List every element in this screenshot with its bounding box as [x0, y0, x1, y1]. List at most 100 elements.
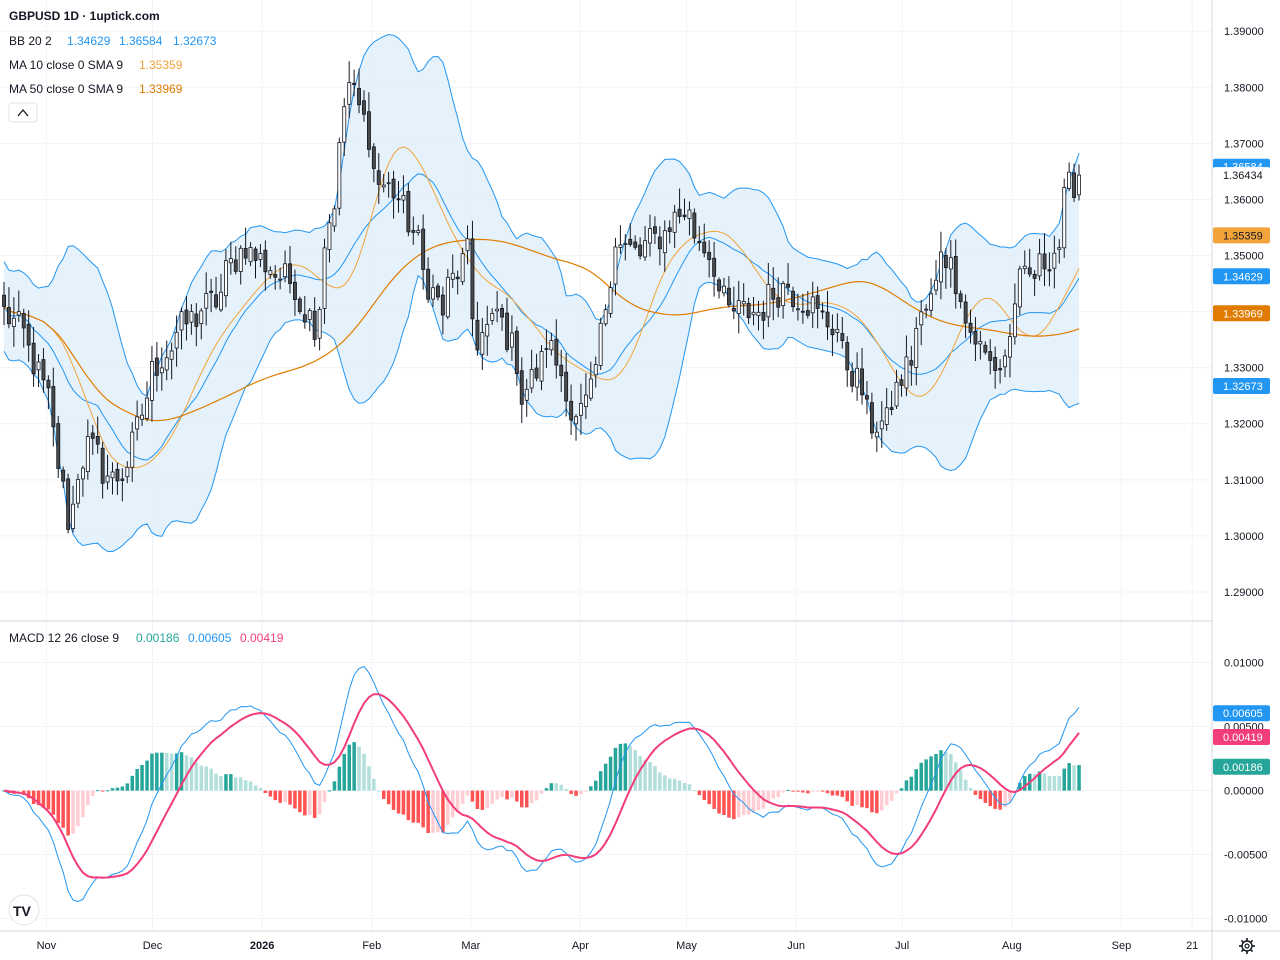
candle[interactable] — [682, 198, 687, 221]
histogram-bar[interactable] — [648, 762, 652, 791]
candle[interactable] — [435, 283, 440, 301]
tradingview-logo[interactable]: TV — [8, 894, 40, 926]
signal-line-tag[interactable]: 0.00419 — [1213, 729, 1270, 745]
time-axis[interactable]: Nov Dec 2026 Feb Mar Apr May Jun Jul Aug Sep 21 — [37, 940, 1199, 952]
candle[interactable] — [1067, 162, 1072, 192]
candle[interactable] — [36, 354, 41, 388]
histogram-bar[interactable] — [1062, 768, 1067, 791]
candle[interactable] — [751, 296, 756, 326]
candle[interactable] — [514, 326, 519, 386]
histogram-bar[interactable] — [342, 753, 347, 791]
candle[interactable] — [850, 362, 855, 393]
histogram-bar[interactable] — [968, 787, 973, 791]
candle[interactable] — [100, 441, 105, 499]
histogram-bar[interactable] — [495, 790, 499, 800]
histogram-bar[interactable] — [875, 790, 879, 814]
candle[interactable] — [934, 260, 938, 296]
candle[interactable] — [56, 415, 61, 478]
candle[interactable] — [983, 341, 988, 355]
histogram-bar[interactable] — [515, 790, 519, 802]
histogram-bar[interactable] — [446, 790, 450, 825]
candle[interactable] — [71, 485, 75, 533]
bb-legend[interactable]: BB 20 2 1.34629 1.36584 1.32673 — [9, 34, 217, 48]
candle[interactable] — [342, 98, 347, 156]
histogram-bar[interactable] — [781, 790, 785, 793]
candle[interactable] — [840, 316, 845, 349]
histogram-bar[interactable] — [1067, 763, 1071, 791]
candle[interactable] — [953, 239, 958, 309]
histogram-bar[interactable] — [204, 766, 209, 791]
histogram-bar[interactable] — [1037, 771, 1042, 791]
histogram-bar[interactable] — [1008, 790, 1012, 802]
candle[interactable] — [505, 297, 509, 353]
histogram-bar[interactable] — [589, 786, 593, 791]
histogram-bar[interactable] — [603, 763, 608, 791]
candle[interactable] — [889, 390, 894, 416]
histogram-bar[interactable] — [436, 790, 440, 833]
histogram-bar[interactable] — [663, 775, 667, 791]
histogram-bar[interactable] — [130, 775, 135, 791]
candle[interactable] — [179, 307, 184, 350]
candle[interactable] — [426, 257, 431, 303]
histogram-bar[interactable] — [485, 790, 490, 808]
candle[interactable] — [1077, 164, 1081, 201]
histogram-bar[interactable] — [870, 790, 874, 813]
candle[interactable] — [209, 278, 214, 313]
histogram-bar[interactable] — [140, 765, 144, 791]
histogram-bar[interactable] — [860, 790, 864, 808]
histogram-bar[interactable] — [480, 790, 485, 810]
candle[interactable] — [815, 286, 820, 329]
candle[interactable] — [534, 353, 539, 382]
histogram-bar[interactable] — [51, 790, 56, 815]
candle[interactable] — [140, 403, 144, 427]
candle[interactable] — [963, 294, 968, 339]
candle[interactable] — [564, 353, 569, 417]
candle[interactable] — [475, 301, 480, 356]
histogram-bar[interactable] — [682, 782, 687, 791]
histogram-bar[interactable] — [115, 787, 120, 791]
histogram-bar[interactable] — [263, 790, 268, 793]
histogram-bar[interactable] — [460, 790, 465, 804]
candle[interactable] — [386, 171, 391, 198]
candle[interactable] — [687, 201, 692, 236]
candle[interactable] — [544, 329, 549, 368]
histogram-bar[interactable] — [840, 790, 845, 797]
candle[interactable] — [263, 240, 268, 291]
histogram-bar[interactable] — [253, 785, 258, 791]
histogram-bar[interactable] — [332, 781, 337, 791]
candle[interactable] — [1047, 252, 1052, 287]
candle[interactable] — [579, 383, 583, 435]
candle[interactable] — [149, 346, 154, 422]
histogram-bar[interactable] — [855, 790, 859, 805]
candle[interactable] — [26, 310, 31, 362]
histogram-bar[interactable] — [367, 766, 371, 791]
histogram-bar[interactable] — [327, 790, 332, 792]
histogram-bar[interactable] — [653, 766, 657, 791]
histogram-bar[interactable] — [150, 753, 154, 791]
histogram-bar[interactable] — [288, 790, 292, 805]
candle[interactable] — [292, 269, 297, 316]
histogram-bar[interactable] — [692, 790, 697, 792]
histogram-bar[interactable] — [61, 790, 65, 828]
histogram-bar[interactable] — [717, 790, 721, 814]
histogram-bar[interactable] — [638, 756, 642, 791]
candle[interactable] — [643, 226, 647, 261]
candle[interactable] — [707, 240, 712, 278]
histogram-bar[interactable] — [377, 790, 381, 792]
candle[interactable] — [174, 315, 179, 367]
histogram-bar[interactable] — [973, 790, 978, 795]
candle[interactable] — [396, 181, 401, 213]
histogram-bar[interactable] — [771, 790, 776, 799]
histogram-bar[interactable] — [36, 790, 41, 806]
histogram-bar[interactable] — [559, 784, 564, 791]
histogram-bar[interactable] — [594, 780, 598, 791]
histogram-bar[interactable] — [174, 753, 179, 791]
histogram-bar[interactable] — [41, 790, 46, 808]
histogram-bar[interactable] — [406, 790, 411, 821]
histogram-bar[interactable] — [677, 780, 682, 791]
histogram-bar[interactable] — [243, 780, 248, 791]
candle[interactable] — [218, 273, 223, 313]
candle[interactable] — [509, 315, 514, 361]
histogram-bar[interactable] — [76, 790, 80, 827]
histogram-bar[interactable] — [539, 790, 544, 794]
